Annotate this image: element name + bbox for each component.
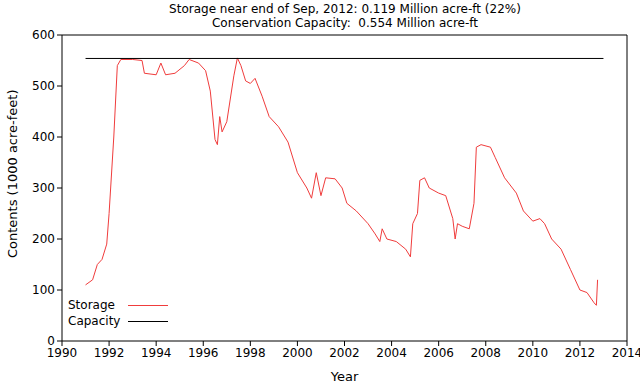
svg-text:2012: 2012	[565, 346, 596, 360]
svg-text:1994: 1994	[141, 346, 172, 360]
svg-text:300: 300	[32, 181, 55, 195]
html-text:Storage near end of Sep, 2012:: Storage near end of Sep, 2012: 0.119 Mil…	[169, 2, 521, 16]
svg-text:600: 600	[32, 28, 55, 42]
svg-text:500: 500	[32, 79, 55, 93]
svg-text:400: 400	[32, 130, 55, 144]
svg-text:Contents (1000 acre-feet): Contents (1000 acre-feet)	[8, 90, 20, 259]
svg-text:1998: 1998	[235, 346, 266, 360]
svg-text:0: 0	[47, 334, 55, 348]
html-text:Storage: Storage	[68, 298, 115, 312]
svg-text:200: 200	[32, 232, 55, 246]
svg-text:1990: 1990	[46, 345, 78, 360]
svg-text:Year: Year	[330, 369, 359, 384]
svg-text:1992: 1992	[94, 346, 125, 360]
html-text:Capacity: Capacity	[68, 314, 121, 328]
svg-text:2014: 2014	[612, 346, 632, 360]
svg-text:2000: 2000	[282, 346, 313, 360]
svg-text:2010: 2010	[518, 346, 549, 360]
svg-text:2006: 2006	[423, 346, 454, 360]
svg-text:1996: 1996	[188, 346, 219, 360]
svg-text:2002: 2002	[329, 346, 360, 360]
svg-text:2004: 2004	[376, 346, 407, 360]
svg-text:2008: 2008	[470, 346, 501, 360]
html-text:Conservation Capacity: 0.554 M: Conservation Capacity: 0.554 Million acr…	[212, 16, 478, 30]
svg-text:100: 100	[32, 283, 55, 297]
